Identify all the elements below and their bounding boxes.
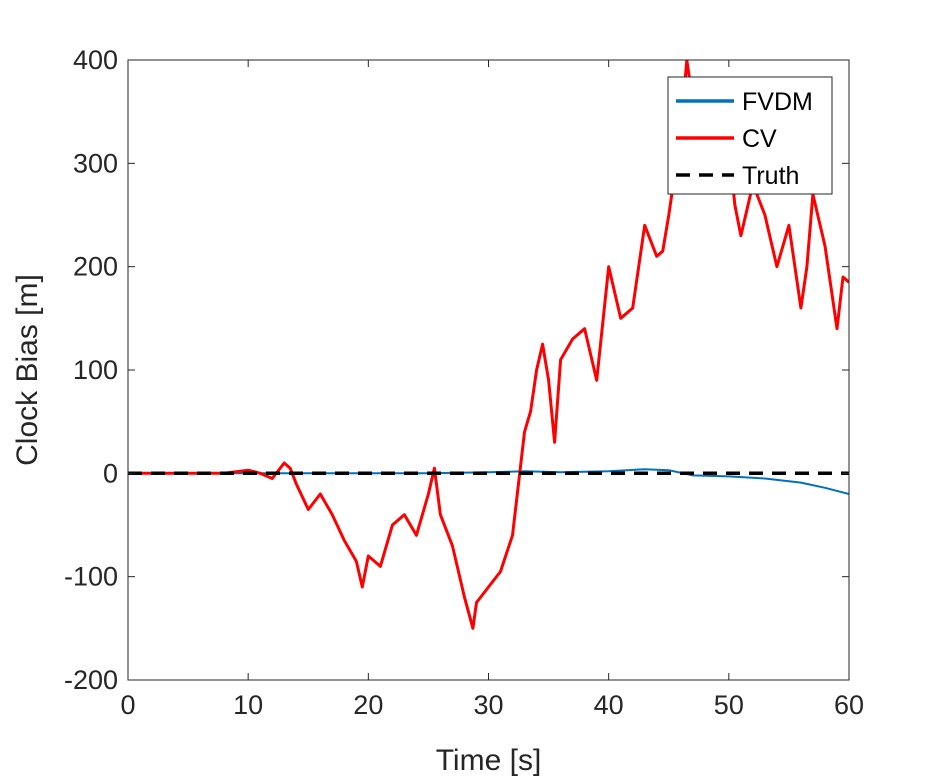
legend-box (667, 76, 833, 195)
x-axis-label: Time [s] (436, 744, 542, 777)
x-tick-label: 30 (473, 690, 503, 720)
legend-label: CV (742, 125, 777, 153)
x-tick-label: 50 (714, 690, 744, 720)
y-tick-label: 400 (73, 45, 118, 75)
legend: FVDM CV Truth (667, 76, 833, 195)
legend-label: FVDM (742, 88, 813, 116)
x-tick-label: 60 (834, 690, 864, 720)
x-tick-label: 20 (353, 690, 383, 720)
tick-layer: 0 10 20 30 40 50 60 -200 -100 0 100 200 300 400 (64, 45, 864, 720)
y-tick-label: 200 (73, 252, 118, 282)
y-tick-label: 100 (73, 355, 118, 385)
series-line-cv (128, 60, 849, 630)
y-tick-label: 0 (103, 458, 118, 488)
x-tick-label: 40 (594, 690, 624, 720)
legend-label: Truth (742, 162, 799, 190)
x-tick-label: 0 (120, 690, 135, 720)
y-tick-label: -200 (64, 665, 118, 695)
y-axis-label: Clock Bias [m] (11, 274, 44, 466)
y-tick-label: 300 (73, 148, 118, 178)
y-tick-label: -100 (64, 562, 118, 592)
series-layer (128, 60, 849, 630)
x-tick-label: 10 (233, 690, 263, 720)
